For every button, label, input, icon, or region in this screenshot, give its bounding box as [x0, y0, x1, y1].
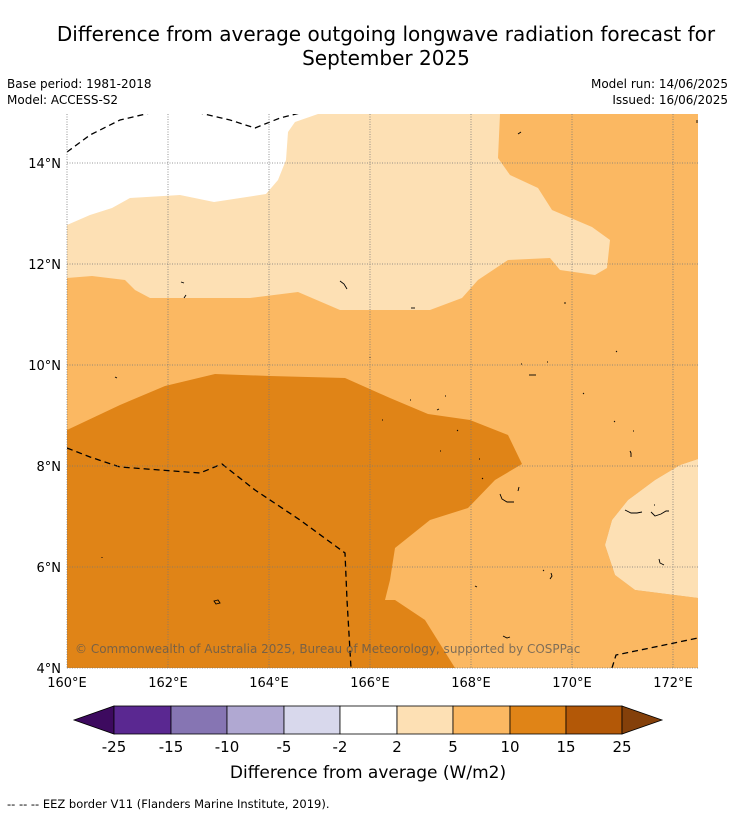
- region-2-to-5-southeast: [605, 459, 698, 598]
- eez-borders: [67, 114, 698, 668]
- lon-label: 162°E: [148, 676, 188, 691]
- region-neutral: [67, 114, 318, 225]
- model-name: Model: ACCESS-S2: [7, 93, 119, 107]
- colorbar-segment: [509, 705, 567, 735]
- colorbar-tick: -2: [333, 738, 348, 756]
- lon-labels: 160°E 162°E 164°E 166°E 168°E 170°E 172°…: [47, 676, 693, 691]
- map-title: Difference from average outgoing longwav…: [0, 22, 736, 70]
- colorbar-under-arrow: [72, 705, 115, 735]
- colorbar-tick: -10: [215, 738, 240, 756]
- colorbar-over-arrow: [621, 705, 664, 735]
- meta-left: Base period: 1981-2018 Model: ACCESS-S2: [7, 76, 152, 108]
- eez-footnote: -- -- -- EEZ border V11 (Flanders Marine…: [7, 797, 330, 811]
- colorbar-tick: -5: [277, 738, 292, 756]
- colorbar-tick: -15: [159, 738, 184, 756]
- colorbar-segment: [396, 705, 454, 735]
- lon-label: 172°E: [653, 676, 693, 691]
- title-line-2: September 2025: [302, 46, 470, 70]
- issued-date: Issued: 16/06/2025: [612, 93, 728, 107]
- colorbar-tick: 10: [500, 738, 519, 756]
- lon-label: 160°E: [47, 676, 87, 691]
- lon-label: 168°E: [451, 676, 491, 691]
- lat-label: 6°N: [37, 561, 62, 576]
- map-area: [67, 114, 698, 668]
- model-run: Model run: 14/06/2025: [590, 77, 728, 91]
- colorbar-segment: [226, 705, 285, 735]
- colorbar-segment: [170, 705, 228, 735]
- colorbar-label: Difference from average (W/m2): [230, 763, 506, 783]
- lat-label: 12°N: [28, 258, 61, 273]
- meta-right: Model run: 14/06/2025 Issued: 16/06/2025: [591, 76, 728, 108]
- colorbar-ticks: -25 -15 -10 -5 -2 2 5 10 15 25: [102, 738, 632, 756]
- lat-label: 8°N: [37, 460, 62, 475]
- colorbar-segment: [283, 705, 341, 735]
- lon-label: 164°E: [249, 676, 289, 691]
- islands: [101, 120, 698, 639]
- colorbar-tick: -25: [102, 738, 127, 756]
- colorbar-segment: [113, 705, 172, 735]
- lon-label: 170°E: [552, 676, 592, 691]
- copyright-notice: © Commonwealth of Australia 2025, Bureau…: [75, 642, 580, 656]
- lat-label: 4°N: [37, 662, 62, 677]
- colorbar-tick: 5: [448, 738, 458, 756]
- colorbar-segment: [565, 705, 623, 735]
- lon-label: 166°E: [350, 676, 390, 691]
- lat-labels: 4°N 6°N 8°N 10°N 12°N 14°N: [28, 157, 61, 677]
- colorbar-tick: 2: [392, 738, 402, 756]
- base-period: Base period: 1981-2018: [7, 77, 152, 91]
- map-grid: [67, 114, 698, 668]
- lat-label: 14°N: [28, 157, 61, 172]
- colorbar-segment: [452, 705, 511, 735]
- colorbar-tick: 25: [612, 738, 631, 756]
- title-line-1: Difference from average outgoing longwav…: [56, 22, 716, 46]
- colorbar-segment: [339, 705, 398, 735]
- lat-label: 10°N: [28, 359, 61, 374]
- colorbar-tick: 15: [556, 738, 575, 756]
- colorbar: [72, 705, 664, 735]
